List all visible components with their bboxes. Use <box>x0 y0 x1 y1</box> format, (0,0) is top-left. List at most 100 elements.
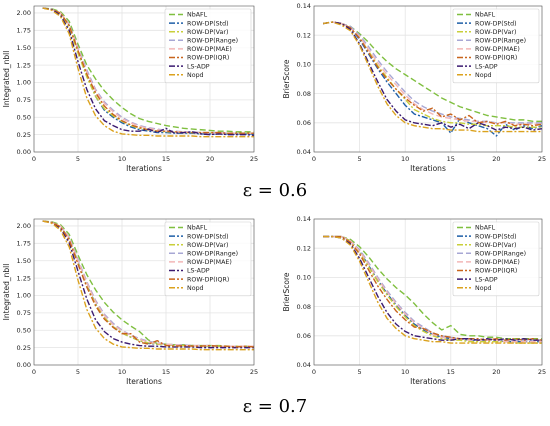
y-tick-label: 0.08 <box>297 90 311 98</box>
x-tick-label: 0 <box>32 155 36 163</box>
chart-panel-bottom-right: 0 5 10 15 20 25 0.04 0.06 0.08 0.10 0.12 0.14 Iterat… <box>280 213 550 391</box>
legend-box <box>164 221 252 297</box>
y-axis-label: BrierScore <box>282 272 291 311</box>
series-line-row-dp-range <box>323 21 542 124</box>
y-axis-label: Integrated_nbll <box>2 51 11 108</box>
y-axis-label: BrierScore <box>282 59 291 98</box>
series-line-nbafl <box>323 235 542 340</box>
legend-label-row-dp-range: ROW-DP(Range) <box>475 38 526 45</box>
y-tick-label: 2.00 <box>17 222 31 230</box>
x-tick-label: 0 <box>312 368 316 376</box>
chart-panel-top-left: 0 5 10 15 20 25 0.00 0.25 0.50 0.75 1.00 1.25 1.50 1.… <box>0 0 262 178</box>
plot-frame <box>313 5 543 153</box>
y-tick-label: 1.25 <box>17 61 31 69</box>
legend-label-row-dp-var: ROW-DP(Var) <box>187 242 228 249</box>
y-tick-label: 1.50 <box>17 257 31 265</box>
legend-label-row-dp-mae: ROW-DP(MAE) <box>475 259 520 266</box>
plot-frame <box>33 5 255 153</box>
x-axis-label: Iterations <box>126 164 162 173</box>
series-line-row-dp-mae <box>323 235 542 343</box>
series-line-row-dp-mae <box>42 220 254 347</box>
legend-label-row-dp-range: ROW-DP(Range) <box>475 251 526 258</box>
y-tick-label: 0.14 <box>297 215 311 223</box>
x-tick-label: 5 <box>358 368 362 376</box>
legend-label-nopd: Nopd <box>475 72 492 79</box>
y-tick-label: 0.06 <box>297 332 311 340</box>
epsilon-caption: ε = 0.6 <box>242 180 308 201</box>
legend-label-nbafl: NbAFL <box>475 12 496 19</box>
y-tick-label: 1.75 <box>17 240 31 248</box>
epsilon-caption: ε = 0.7 <box>242 396 308 417</box>
y-tick-label: 1.75 <box>17 27 31 35</box>
legend-label-row-dp-mae: ROW-DP(MAE) <box>187 259 232 266</box>
y-tick-label: 0.08 <box>297 303 311 311</box>
series-line-ls-adp <box>42 220 254 349</box>
chart-svg: 0 5 10 15 20 25 0.04 0.06 0.08 0.10 0.12 0.14 Iterat… <box>282 2 546 173</box>
x-tick-label: 15 <box>162 155 170 163</box>
legend-label-row-dp-var: ROW-DP(Var) <box>475 242 516 249</box>
series-line-ls-adp <box>42 7 255 137</box>
y-tick-label: 0.06 <box>297 119 311 127</box>
y-axis-label: Integrated_nbll <box>2 264 11 321</box>
legend-label-row-dp-std: ROW-DP(Std) <box>475 233 517 240</box>
x-tick-label: 20 <box>492 368 500 376</box>
legend-box <box>452 8 540 84</box>
legend-label-row-dp-var: ROW-DP(Var) <box>187 29 228 36</box>
x-tick-label: 15 <box>447 368 455 376</box>
legend-label-row-dp-iqr: ROW-DP(IQR) <box>475 268 517 275</box>
series-line-nbafl <box>42 7 254 133</box>
chart-svg: 0 5 10 15 20 25 0.04 0.06 0.08 0.10 0.12 0.14 Iterat… <box>282 215 546 386</box>
legend-label-ls-adp: LS-ADP <box>475 276 498 283</box>
x-tick-label: 5 <box>76 368 80 376</box>
x-axis-label: Iterations <box>126 377 162 386</box>
x-axis-label: Iterations <box>410 377 446 386</box>
legend-label-ls-adp: LS-ADP <box>187 268 210 275</box>
legend-label-row-dp-var: ROW-DP(Var) <box>475 29 516 36</box>
series-line-nopd <box>42 7 254 138</box>
series-line-nbafl <box>323 21 542 123</box>
legend-label-nopd: Nopd <box>475 285 492 292</box>
legend-label-ls-adp: LS-ADP <box>187 63 210 70</box>
legend-label-row-dp-range: ROW-DP(Range) <box>187 38 238 45</box>
legend-box <box>164 8 252 84</box>
x-tick-label: 25 <box>250 155 258 163</box>
x-tick-label: 15 <box>162 368 170 376</box>
x-tick-label: 10 <box>401 368 409 376</box>
chart-svg: 0 5 10 15 20 25 0.00 0.25 0.50 0.75 1.00 1.25 1.50 1.… <box>2 5 258 173</box>
y-tick-label: 0.10 <box>297 61 311 69</box>
legend-label-nbafl: NbAFL <box>475 225 496 232</box>
x-tick-label: 20 <box>206 368 214 376</box>
y-tick-label: 0.50 <box>17 113 31 121</box>
series-line-row-dp-iqr <box>42 220 255 348</box>
x-axis-label: Iterations <box>410 164 446 173</box>
y-tick-label: 1.00 <box>17 79 31 87</box>
legend-label-row-dp-range: ROW-DP(Range) <box>187 251 238 258</box>
y-tick-label: 0.04 <box>297 148 311 156</box>
chart-svg: 0 5 10 15 20 25 0.00 0.25 0.50 0.75 1.00 1.25 1.50 1.… <box>2 218 258 386</box>
plot-frame <box>33 218 255 366</box>
series-line-row-dp-var <box>323 21 542 128</box>
series-line-nopd <box>323 21 542 133</box>
x-tick-label: 20 <box>492 155 500 163</box>
legend-label-row-dp-std: ROW-DP(Std) <box>187 20 229 27</box>
y-tick-label: 0.00 <box>17 148 31 156</box>
series-line-nopd <box>323 235 542 344</box>
legend-label-nbafl: NbAFL <box>187 12 208 19</box>
y-tick-label: 0.75 <box>17 309 31 317</box>
plot-frame <box>313 218 543 366</box>
chart-panel-top-right: 0 5 10 15 20 25 0.04 0.06 0.08 0.10 0.12 0.14 Iterat… <box>280 0 550 178</box>
x-tick-label: 0 <box>32 368 36 376</box>
x-tick-label: 10 <box>118 155 126 163</box>
x-tick-label: 5 <box>76 155 80 163</box>
y-tick-label: 2.00 <box>17 9 31 17</box>
y-tick-label: 1.25 <box>17 274 31 282</box>
x-tick-label: 10 <box>118 368 126 376</box>
y-tick-label: 0.75 <box>17 96 31 104</box>
y-tick-label: 1.50 <box>17 44 31 52</box>
x-tick-label: 25 <box>538 155 546 163</box>
y-tick-label: 0.00 <box>17 361 31 369</box>
chart-panel-bottom-left: 0 5 10 15 20 25 0.00 0.25 0.50 0.75 1.00 1.25 1.50 1.… <box>0 213 262 391</box>
y-tick-label: 0.10 <box>297 274 311 282</box>
legend-label-row-dp-std: ROW-DP(Std) <box>475 20 517 27</box>
